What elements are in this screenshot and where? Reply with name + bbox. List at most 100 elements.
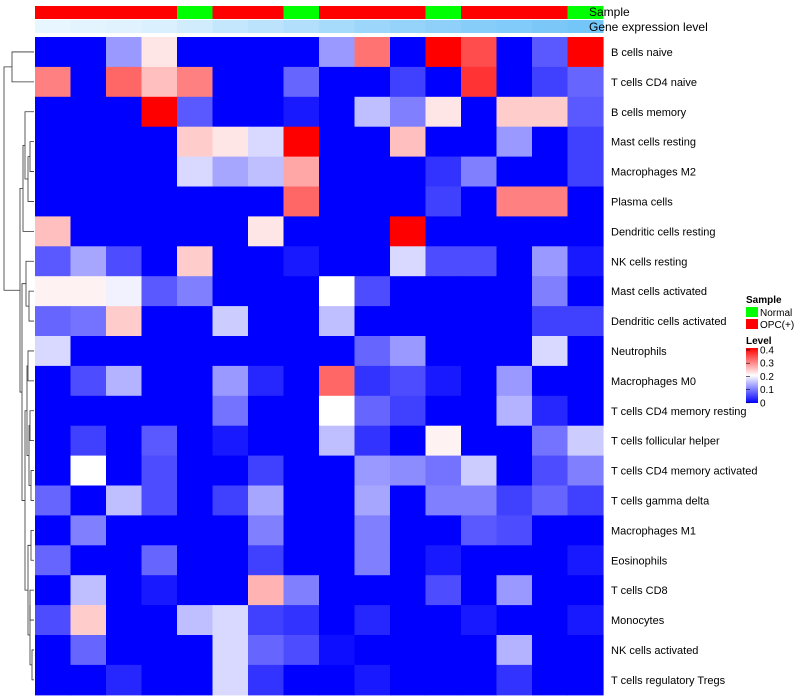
heatmap-cell — [283, 575, 320, 606]
heatmap-cell — [319, 664, 356, 696]
heatmap-cell — [283, 515, 320, 546]
heatmap-cell — [141, 575, 178, 606]
heatmap-cell — [177, 485, 214, 516]
dendrogram-branch — [19, 187, 23, 393]
heatmap-cell — [532, 276, 569, 307]
sample-annotation-cell — [496, 6, 533, 19]
heatmap-cell — [283, 395, 320, 427]
dendrogram-branch — [29, 141, 34, 172]
heatmap-cell — [212, 246, 249, 277]
heatmap-cell — [177, 664, 214, 696]
heatmap-cell — [177, 216, 214, 247]
dendrogram-branch — [30, 470, 34, 501]
row-labels: B cells naive T cells CD4 naive B cells me… — [611, 47, 758, 687]
heatmap-cell — [390, 455, 427, 487]
heatmap-cell — [567, 545, 604, 576]
heatmap-cell — [141, 306, 178, 337]
heatmap-cell — [248, 515, 285, 546]
heatmap-cell — [177, 66, 214, 98]
heatmap-cell — [532, 246, 569, 277]
heatmap-cell — [567, 365, 604, 397]
heatmap-cell — [70, 336, 107, 367]
row-label: T cells CD4 naive — [611, 77, 697, 89]
gene-expression-annotation-cell — [141, 20, 178, 33]
legend-level-title: Level — [746, 336, 772, 347]
heatmap-cell — [425, 664, 462, 696]
heatmap-cell — [283, 37, 320, 68]
heatmap-cell — [461, 425, 498, 457]
row-label: Monocytes — [611, 615, 665, 627]
row-label: Macrophages M0 — [611, 376, 696, 388]
heatmap-cell — [567, 425, 604, 457]
heatmap-cell — [496, 485, 533, 516]
heatmap-cell — [567, 575, 604, 606]
heatmap-cell — [70, 605, 107, 636]
dendrogram-branch — [29, 410, 34, 442]
gene-expression-annotation-cell — [70, 20, 107, 33]
heatmap-cell — [532, 635, 569, 666]
heatmap-cell — [141, 455, 178, 487]
heatmap-cell — [354, 37, 391, 68]
heatmap-cell — [496, 336, 533, 367]
heatmap-cell — [35, 156, 72, 188]
heatmap-cell — [106, 455, 143, 487]
heatmap-cell — [425, 575, 462, 606]
heatmap-cell — [496, 395, 533, 427]
heatmap-cell — [354, 664, 391, 696]
heatmap-cell — [532, 66, 569, 98]
row-label: Eosinophils — [611, 555, 668, 567]
heatmap-cell — [461, 485, 498, 516]
sample-annotation-cell — [283, 6, 320, 19]
heatmap-cell — [354, 66, 391, 98]
heatmap-cell — [425, 186, 462, 217]
heatmap-cell — [461, 37, 498, 68]
heatmap-cell — [283, 276, 320, 307]
heatmap-cell — [319, 186, 356, 217]
heatmap-cell — [496, 575, 533, 606]
heatmap-cell — [532, 664, 569, 696]
row-label: Dendritic cells resting — [611, 226, 716, 238]
heatmap-cell — [70, 515, 107, 546]
heatmap-cell — [283, 485, 320, 516]
heatmap-cell — [283, 605, 320, 636]
heatmap-cell — [35, 216, 72, 247]
heatmap-cell — [496, 425, 533, 457]
gene-expression-annotation-cell — [567, 20, 604, 33]
heatmap-cell — [390, 605, 427, 636]
heatmap-cell — [141, 336, 178, 367]
heatmap-cell — [248, 126, 285, 158]
heatmap-cell — [70, 664, 107, 696]
heatmap-cell — [70, 575, 107, 606]
heatmap-cell — [141, 96, 178, 128]
gene-expression-annotation-cell — [425, 20, 462, 33]
heatmap-cell — [106, 575, 143, 606]
heatmap-cell — [212, 156, 249, 188]
heatmap-cell — [106, 276, 143, 307]
heatmap-cell — [496, 186, 533, 217]
row-label: Mast cells resting — [611, 137, 696, 149]
heatmap-cell — [283, 635, 320, 666]
row-label: Mast cells activated — [611, 286, 707, 298]
heatmap-cell — [390, 635, 427, 666]
row-label: B cells memory — [611, 107, 687, 119]
heatmap-cell — [248, 635, 285, 666]
heatmap-cell — [532, 306, 569, 337]
heatmap-cell — [35, 37, 72, 68]
heatmap-cell — [461, 455, 498, 487]
heatmap-cell — [354, 425, 391, 457]
heatmap-cell — [354, 276, 391, 307]
heatmap-cell — [283, 425, 320, 457]
dendrogram-branch — [29, 589, 34, 621]
heatmap-cell — [496, 96, 533, 128]
column-annotations — [35, 6, 604, 33]
dendrogram-branch — [24, 111, 34, 180]
heatmap-cell — [354, 216, 391, 247]
heatmap-cell — [248, 395, 285, 427]
sample-annotation-cell — [532, 6, 568, 19]
row-label: T cells gamma delta — [611, 495, 710, 507]
heatmap-cell — [567, 156, 604, 188]
sample-annotation-cell — [177, 6, 213, 19]
heatmap-cell — [354, 96, 391, 128]
heatmap-cell — [177, 37, 214, 68]
heatmap-cell — [141, 365, 178, 397]
